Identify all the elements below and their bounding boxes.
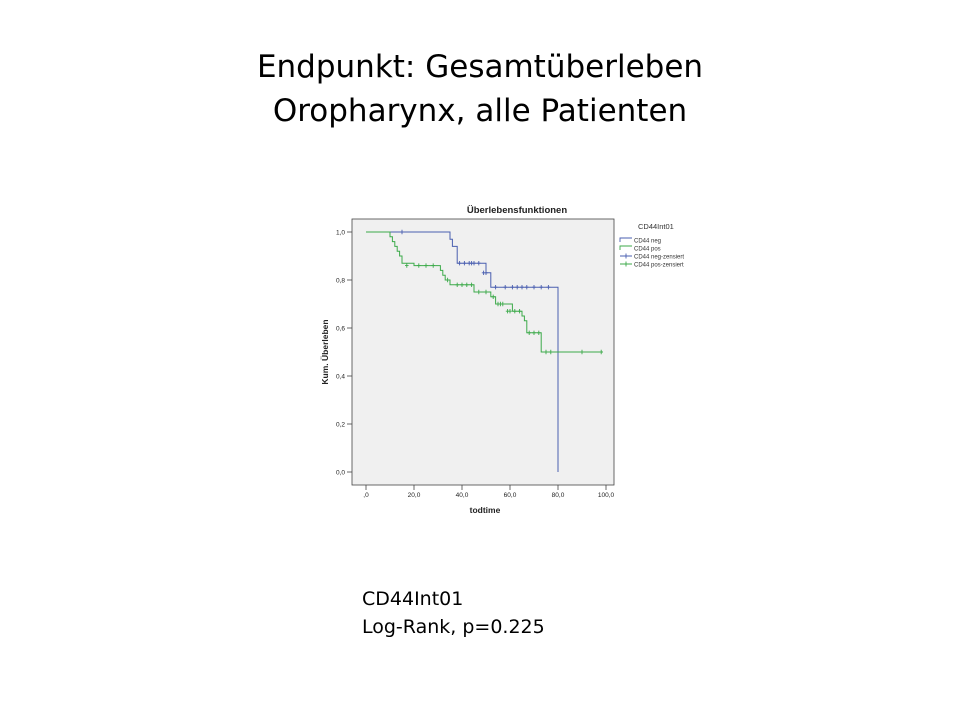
censor-mark	[455, 282, 459, 287]
censor-mark	[537, 330, 541, 335]
legend: CD44Int01 CD44 neg CD44 pos CD44 neg-zensi…	[619, 222, 684, 269]
y-tick-label: 0,4	[336, 374, 345, 381]
censor-mark	[472, 261, 476, 266]
censor-mark	[477, 289, 481, 295]
censor-mark	[484, 289, 488, 295]
x-tick-label: ,0	[363, 492, 369, 499]
censor-mark	[532, 330, 536, 335]
censor-mark	[417, 263, 421, 268]
censor-mark	[544, 349, 548, 355]
x-tick-label: 60,0	[504, 492, 517, 499]
y-tick-label: 0,0	[336, 470, 345, 477]
legend-swatch-line	[619, 237, 632, 242]
series-layer	[366, 229, 603, 472]
legend-swatch-plus	[620, 253, 632, 259]
survival-chart-svg: Überlebensfunktionen todtime Kum. Überle…	[320, 205, 684, 515]
censor-mark	[513, 309, 517, 314]
censor-mark	[599, 349, 603, 355]
legend-swatch-line	[619, 245, 632, 250]
censor-mark	[424, 263, 428, 268]
group-variable-label: CD44Int01	[362, 588, 464, 610]
censor-mark	[539, 285, 543, 290]
censor-mark	[400, 229, 404, 235]
legend-label: CD44 neg	[634, 239, 661, 245]
legend-label: CD44 pos-zensiert	[634, 263, 684, 269]
censor-mark	[445, 277, 450, 283]
censor-mark	[525, 285, 529, 290]
y-tick-label: 1,0	[336, 230, 345, 237]
censor-mark	[520, 285, 524, 290]
censor-mark	[493, 285, 498, 290]
censor-mark	[517, 309, 522, 314]
legend-label: CD44 pos	[634, 247, 661, 253]
legend-swatch-plus	[620, 261, 632, 267]
log-rank-result: Log-Rank, p=0.225	[362, 616, 545, 638]
y-tick-label: 0,6	[336, 326, 345, 333]
x-tick-label: 80,0	[552, 492, 565, 499]
legend-title: CD44Int01	[638, 222, 674, 231]
survival-chart: Überlebensfunktionen todtime Kum. Überle…	[316, 195, 706, 525]
censor-mark	[546, 285, 551, 290]
chart-title: Überlebensfunktionen	[467, 205, 567, 216]
censor-mark	[508, 309, 512, 314]
censor-mark	[503, 285, 507, 290]
axes: 0,0 0,2 0,4 0,6 0,8 1,0 ,0 20,0 40,0 60,0 80,0 100,…	[336, 230, 615, 500]
censor-mark	[532, 285, 536, 290]
censor-mark	[580, 349, 584, 355]
censor-mark	[465, 282, 469, 287]
censor-mark	[462, 261, 467, 266]
censor-mark	[549, 349, 553, 355]
km-curve-neg	[366, 231, 559, 472]
censor-mark	[527, 330, 531, 335]
slide-title-line1: Endpunkt: Gesamtüberleben	[256, 49, 704, 85]
censor-mark	[484, 270, 488, 275]
censor-mark	[510, 285, 515, 290]
x-tick-label: 40,0	[456, 492, 469, 499]
censor-mark	[469, 282, 474, 287]
censor-mark	[460, 282, 464, 287]
censor-mark	[477, 261, 481, 266]
x-axis-label: todtime	[470, 505, 501, 515]
y-axis-label: Kum. Überleben	[320, 319, 330, 384]
censor-mark	[501, 301, 505, 307]
legend-label: CD44 neg-zensiert	[634, 255, 684, 261]
x-tick-label: 20,0	[408, 492, 421, 499]
y-tick-label: 0,8	[336, 278, 345, 285]
censor-mark	[405, 263, 409, 268]
censor-mark	[491, 294, 495, 299]
censor-mark	[515, 285, 519, 290]
censor-mark	[431, 263, 435, 268]
slide-title-line2: Oropharynx, alle Patienten	[272, 93, 688, 129]
censor-mark	[457, 261, 462, 266]
x-tick-label: 100,0	[598, 492, 615, 499]
y-tick-label: 0,2	[336, 422, 345, 429]
